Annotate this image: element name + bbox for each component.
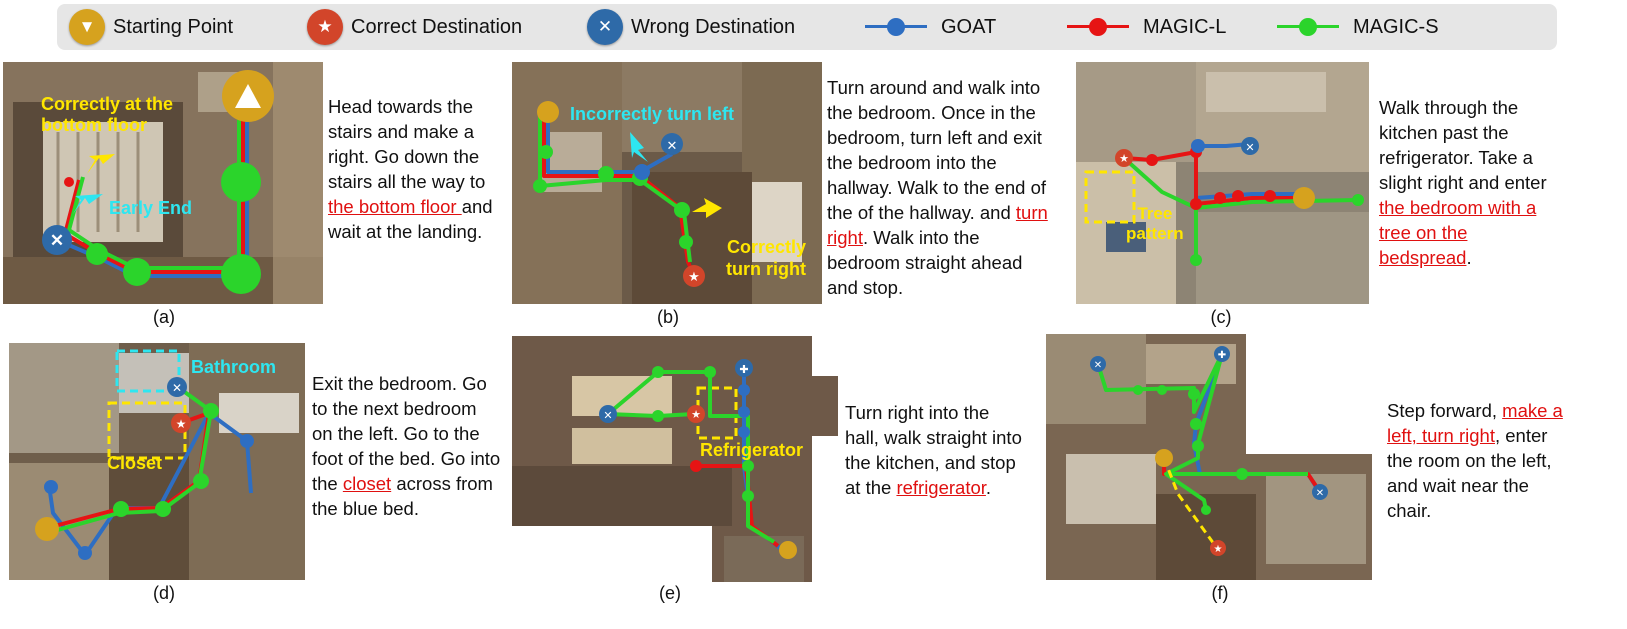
svg-text:✕: ✕ — [172, 381, 182, 395]
svg-text:✕: ✕ — [667, 138, 678, 153]
legend-label: Starting Point — [113, 15, 234, 38]
magic-s-line-icon — [1277, 18, 1339, 36]
svg-text:✕: ✕ — [50, 231, 64, 250]
label-line: bottom floor — [41, 115, 147, 135]
legend-starting-point: ▼ Starting Point — [69, 4, 233, 50]
panel-a-description: Head towards the stairs and make a right… — [328, 94, 506, 244]
desc-text: . — [985, 477, 992, 498]
panel-f-map: ✕ ✚ ✕ ★ — [1046, 334, 1372, 580]
svg-text:✕: ✕ — [1094, 360, 1102, 371]
desc-text: across from the blue bed. — [312, 473, 493, 519]
label-line: Correctly at the — [41, 94, 174, 114]
panel-c-description: Walk through the kitchen past the refrig… — [1379, 95, 1561, 270]
desc-text: Turn right into the hall, walk straight … — [845, 402, 1022, 498]
desc-text: Walk through the kitchen past the refrig… — [1379, 97, 1547, 193]
panel-d-description: Exit the bedroom. Go to the next bedroom… — [312, 371, 502, 521]
desc-text: Turn around and walk into the bedroom. O… — [827, 77, 1047, 223]
legend-label: MAGIC-S — [1353, 15, 1439, 38]
wrong-destination-icon: ✕ — [587, 9, 623, 45]
legend-label: Correct Destination — [351, 15, 523, 38]
label-line: Correctly — [726, 237, 806, 257]
panel-d-map: ✕ ★ Bathroom Closet — [9, 343, 305, 580]
label-early-end: Early End — [109, 198, 193, 218]
panel-b-scene: ✕ ★ — [512, 62, 822, 304]
panel-c-caption: (c) — [1210, 307, 1232, 327]
panel-f-caption: (f) — [1211, 583, 1229, 603]
svg-text:✕: ✕ — [1245, 142, 1254, 154]
label-correct-bottom: Correctly at the bottom floor — [41, 94, 173, 136]
legend-label: Wrong Destination — [631, 15, 796, 38]
svg-text:★: ★ — [1214, 544, 1223, 555]
panel-e-scene: ✕ ✚ ★ — [512, 336, 838, 582]
label-line: turn right — [726, 259, 806, 279]
panel-f-description: Step forward, make a left, turn right, e… — [1387, 398, 1567, 523]
panel-d-scene: ✕ ★ — [9, 343, 305, 580]
panel-e-description: Turn right into the hall, walk straight … — [845, 400, 1027, 500]
panel-a-map: ✕ Correctly at the bottom floor Early En… — [3, 62, 323, 304]
legend-label: MAGIC-L — [1143, 15, 1227, 38]
svg-text:★: ★ — [688, 269, 700, 284]
label-refrigerator: Refrigerator — [700, 440, 804, 460]
svg-text:★: ★ — [1119, 153, 1129, 165]
desc-text: Exit the bedroom. Go to the next bedroom… — [312, 373, 501, 494]
legend-goat: GOAT — [865, 4, 996, 50]
correct-destination-icon: ★ — [307, 9, 343, 45]
panel-b-description: Turn around and walk into the bedroom. O… — [827, 75, 1055, 300]
desc-text: , enter the room on the left, and wait n… — [1387, 425, 1552, 521]
desc-highlight: the bottom floor — [328, 196, 462, 217]
svg-text:★: ★ — [176, 417, 187, 431]
label-line: Tree — [1137, 204, 1173, 223]
svg-text:★: ★ — [691, 409, 701, 421]
desc-text: . Walk into the bedroom straight ahead a… — [827, 227, 1023, 298]
desc-highlight: turn right — [827, 202, 1048, 248]
label-incorrect-left: Incorrectly turn left — [570, 104, 735, 124]
legend-label: GOAT — [941, 15, 997, 38]
goat-line-icon — [865, 18, 927, 36]
svg-text:✕: ✕ — [603, 410, 612, 422]
desc-highlight: refrigerator — [896, 477, 986, 498]
panel-a-scene: ✕ — [3, 62, 323, 304]
desc-highlight: the bedroom with a tree on the bedspread — [1379, 197, 1537, 268]
legend-correct-destination: ★ Correct Destination — [307, 4, 522, 50]
desc-text: and wait at the landing. — [328, 196, 493, 242]
starting-point-icon: ▼ — [69, 9, 105, 45]
svg-text:✚: ✚ — [739, 364, 748, 376]
panel-e-caption: (e) — [659, 583, 681, 603]
label-bathroom: Bathroom — [191, 357, 276, 377]
panel-c-map: ✕ ★ Tree pattern — [1076, 62, 1369, 304]
magic-l-line-icon — [1067, 18, 1129, 36]
legend-magic-l: MAGIC-L — [1067, 4, 1226, 50]
desc-highlight: make a left, turn right — [1387, 400, 1563, 446]
panel-e-map: ✕ ✚ ★ Refrigerator — [512, 336, 838, 582]
panel-d-caption: (d) — [153, 583, 175, 603]
desc-text: Step forward, — [1387, 400, 1503, 421]
legend-bar: ▼ Starting Point ★ Correct Destination ✕… — [57, 4, 1557, 50]
legend-magic-s: MAGIC-S — [1277, 4, 1439, 50]
desc-text: Head towards the stairs and make a right… — [328, 96, 486, 192]
svg-text:✚: ✚ — [1218, 350, 1226, 361]
label-tree-pattern: Tree pattern — [1126, 204, 1184, 244]
desc-highlight: closet — [342, 473, 392, 494]
svg-text:✕: ✕ — [1316, 488, 1324, 499]
panel-c-scene: ✕ ★ — [1076, 62, 1369, 304]
panel-a-caption: (a) — [153, 307, 175, 327]
panel-b-caption: (b) — [657, 307, 679, 327]
desc-text: . — [1466, 247, 1472, 268]
label-correct-right: Correctly turn right — [726, 236, 806, 280]
legend-wrong-destination: ✕ Wrong Destination — [587, 4, 795, 50]
panel-f-scene: ✕ ✚ ✕ ★ — [1046, 334, 1372, 580]
label-line: pattern — [1126, 224, 1184, 243]
label-closet: Closet — [107, 453, 163, 473]
panel-b-map: ✕ ★ Incorrectly turn left Correctly turn… — [512, 62, 822, 304]
